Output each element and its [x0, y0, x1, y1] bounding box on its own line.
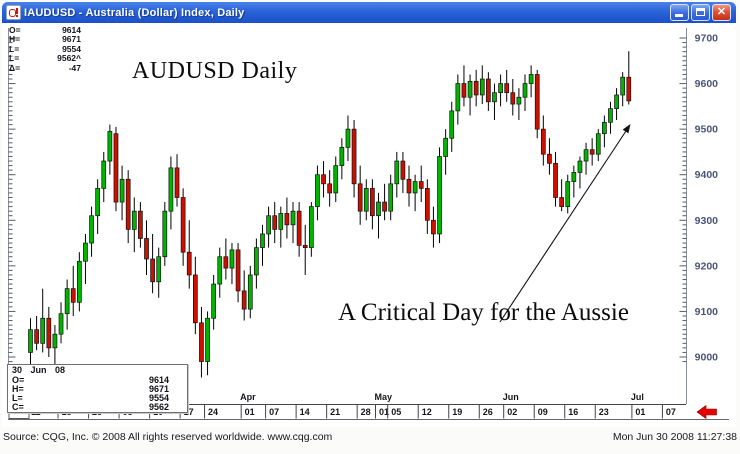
source-credit: Source: CQG, Inc. © 2008 All rights rese…: [3, 431, 333, 443]
maximize-button-icon[interactable]: [691, 4, 710, 21]
status-datetime: Mon Jun 30 2008 11:27:38: [612, 431, 737, 443]
bar-info-box: 30 Jun 08 O= 9614 H= 9671 L= 9554 C= 9562: [7, 364, 188, 413]
readout-row: O= 9614: [9, 25, 81, 35]
close-button-icon[interactable]: ✕: [712, 4, 731, 21]
readout-row: H= 9671: [9, 34, 81, 45]
cqg-chart-app-icon: [6, 5, 21, 20]
status-bar: Source: CQG, Inc. © 2008 All rights rese…: [0, 429, 740, 445]
quote-readout: O= 9614 H= 9671 L= 9554 L= 9562^ Δ= -47: [9, 25, 81, 73]
window-controls: ✕: [670, 4, 736, 21]
window-titlebar[interactable]: IAUDUSD - Australia (Dollar) Index, Dail…: [2, 2, 736, 23]
readout-row: L= 9562^: [9, 53, 81, 64]
readout-row: Δ= -47: [9, 62, 81, 73]
window-title: IAUDUSD - Australia (Dollar) Index, Dail…: [24, 6, 245, 19]
chart-title-annotation: AUDUSD Daily: [132, 58, 298, 84]
info-box-date: 30 Jun 08: [12, 365, 66, 375]
scroll-left-arrow-icon[interactable]: [696, 404, 717, 420]
readout-row: L= 9554: [9, 43, 81, 54]
minimize-button-icon[interactable]: [670, 4, 689, 21]
callout-annotation: A Critical Day for the Aussie: [338, 299, 629, 326]
